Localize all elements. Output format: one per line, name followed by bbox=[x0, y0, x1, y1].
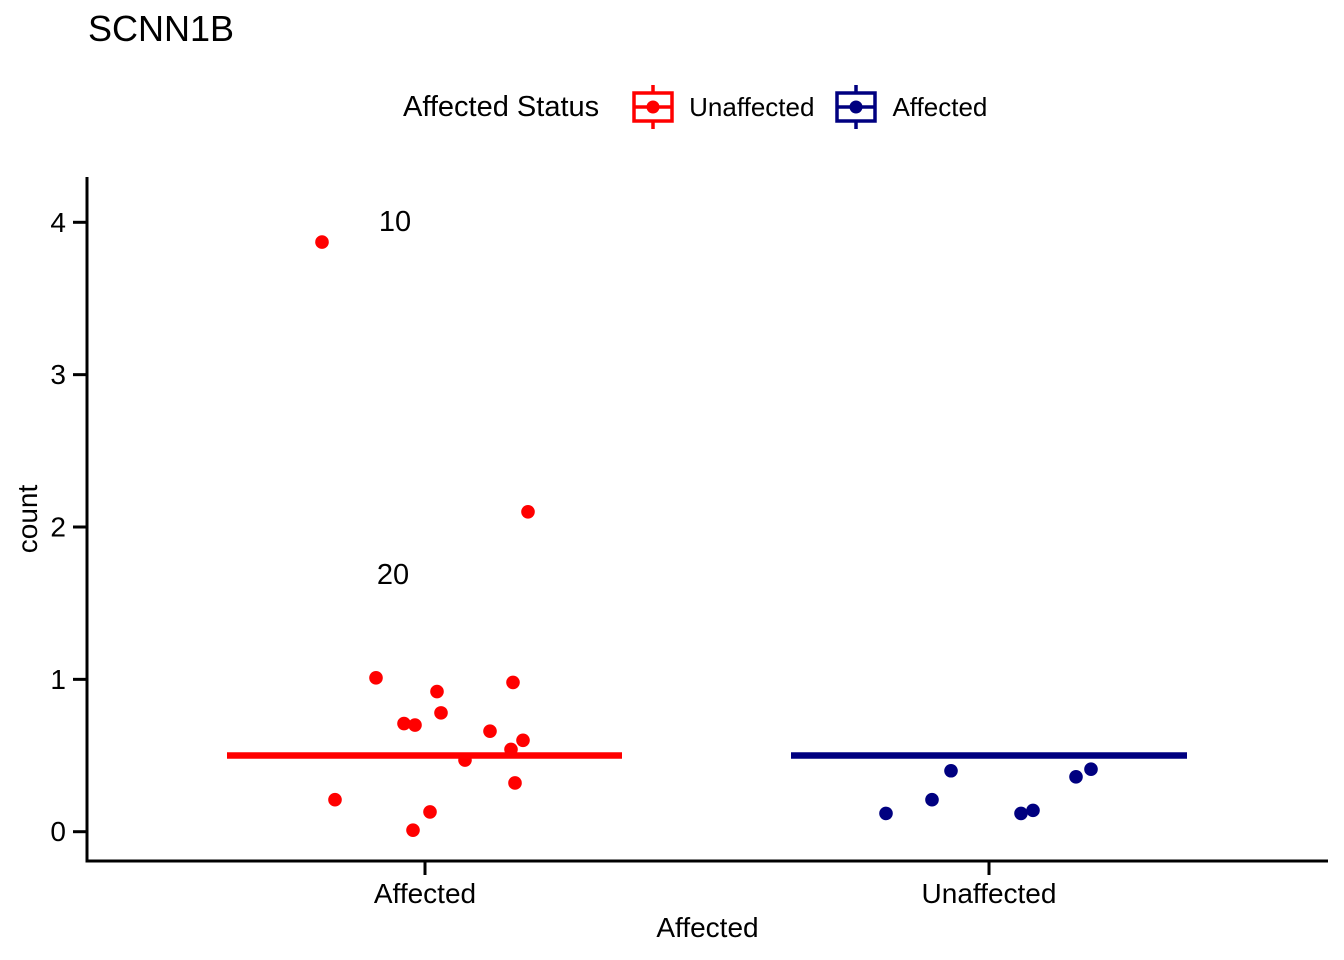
data-point bbox=[369, 671, 383, 685]
crossbar-point-icon bbox=[632, 85, 674, 129]
data-point bbox=[408, 718, 422, 732]
data-point bbox=[521, 504, 535, 519]
data-point bbox=[925, 792, 939, 807]
data-point bbox=[1026, 803, 1040, 818]
legend: Affected Status Unaffected Affected bbox=[403, 84, 1007, 130]
legend-label-affected: Affected bbox=[892, 91, 988, 122]
data-point bbox=[1069, 770, 1083, 784]
data-point bbox=[406, 823, 420, 837]
legend-title: Affected Status bbox=[403, 90, 600, 123]
chart-title: SCNN1B bbox=[88, 8, 235, 49]
crossbar-point-icon bbox=[835, 85, 878, 129]
y-tick-label: 4 bbox=[50, 207, 66, 238]
x-tick-label: Affected bbox=[374, 878, 476, 909]
point-label: 10 bbox=[379, 206, 411, 238]
data-point bbox=[315, 235, 329, 249]
data-point bbox=[516, 733, 530, 748]
point-label: 20 bbox=[377, 559, 409, 591]
data-point bbox=[328, 792, 342, 807]
x-tick-label: Unaffected bbox=[922, 878, 1057, 909]
legend-label-unaffected: Unaffected bbox=[689, 91, 815, 122]
data-point bbox=[430, 684, 444, 699]
data-point bbox=[434, 706, 448, 720]
y-tick-label: 3 bbox=[50, 359, 66, 390]
data-point bbox=[458, 753, 472, 767]
data-point bbox=[423, 805, 437, 819]
data-point bbox=[1084, 762, 1098, 777]
data-point bbox=[1014, 806, 1028, 821]
data-point bbox=[508, 776, 522, 790]
data-point bbox=[506, 675, 520, 690]
data-point bbox=[483, 724, 497, 738]
y-tick-label: 0 bbox=[50, 816, 66, 847]
data-point bbox=[944, 763, 958, 778]
data-point bbox=[504, 742, 518, 757]
data-point bbox=[879, 806, 893, 821]
y-tick-label: 2 bbox=[50, 512, 66, 543]
data-point bbox=[397, 716, 411, 731]
y-tick-label: 1 bbox=[50, 664, 66, 695]
x-axis-title: Affected bbox=[656, 912, 759, 943]
